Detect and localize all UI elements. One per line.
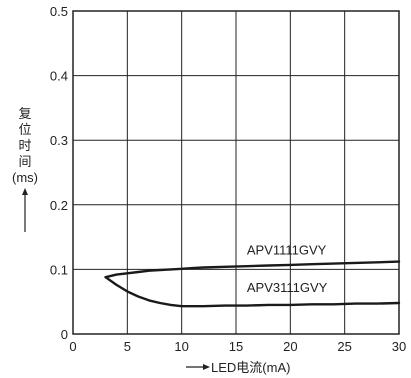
x-tick-label: 15 bbox=[229, 339, 243, 354]
y-axis-title-part: (ms) bbox=[12, 170, 38, 185]
series-line-apv1111gvy bbox=[104, 260, 401, 279]
series-label-apv3111gvy: APV3111GVY bbox=[247, 280, 328, 295]
tick-labels: 0 5 10 15 20 25 30 0 0.1 0.2 0.3 0.4 0.5 bbox=[50, 4, 406, 354]
y-tick-label: 0.5 bbox=[50, 4, 68, 19]
x-tick-label: 30 bbox=[392, 339, 406, 354]
x-tick-label: 25 bbox=[337, 339, 351, 354]
plot-frame bbox=[72, 10, 400, 335]
x-tick-label: 5 bbox=[124, 339, 131, 354]
series-label-apv1111gvy: APV1111GVY bbox=[247, 243, 327, 258]
series-layer bbox=[104, 260, 401, 308]
x-axis-label: LED电流(mA) bbox=[186, 360, 290, 375]
y-axis-title-part: 位 bbox=[18, 122, 31, 137]
series-labels: APV1111GVY APV3111GVY bbox=[247, 243, 328, 295]
y-tick-label: 0 bbox=[61, 327, 68, 342]
x-axis-title: LED电流(mA) bbox=[211, 360, 290, 375]
y-axis-title-part: 复 bbox=[18, 106, 31, 121]
y-tick-label: 0.2 bbox=[50, 198, 68, 213]
y-axis-title-part: 时 bbox=[18, 138, 31, 153]
x-tick-label: 0 bbox=[69, 339, 76, 354]
x-tick-label: 10 bbox=[174, 339, 188, 354]
x-axis-arrow-icon bbox=[203, 364, 210, 370]
y-axis-title-part: 间 bbox=[18, 154, 31, 169]
x-tick-label: 20 bbox=[283, 339, 297, 354]
y-tick-label: 0.4 bbox=[50, 69, 68, 84]
series-line-apv3111gvy bbox=[104, 276, 401, 308]
y-tick-label: 0.3 bbox=[50, 133, 68, 148]
y-axis-arrow-icon bbox=[22, 188, 28, 195]
y-tick-label: 0.1 bbox=[50, 262, 68, 277]
grid bbox=[72, 10, 400, 335]
